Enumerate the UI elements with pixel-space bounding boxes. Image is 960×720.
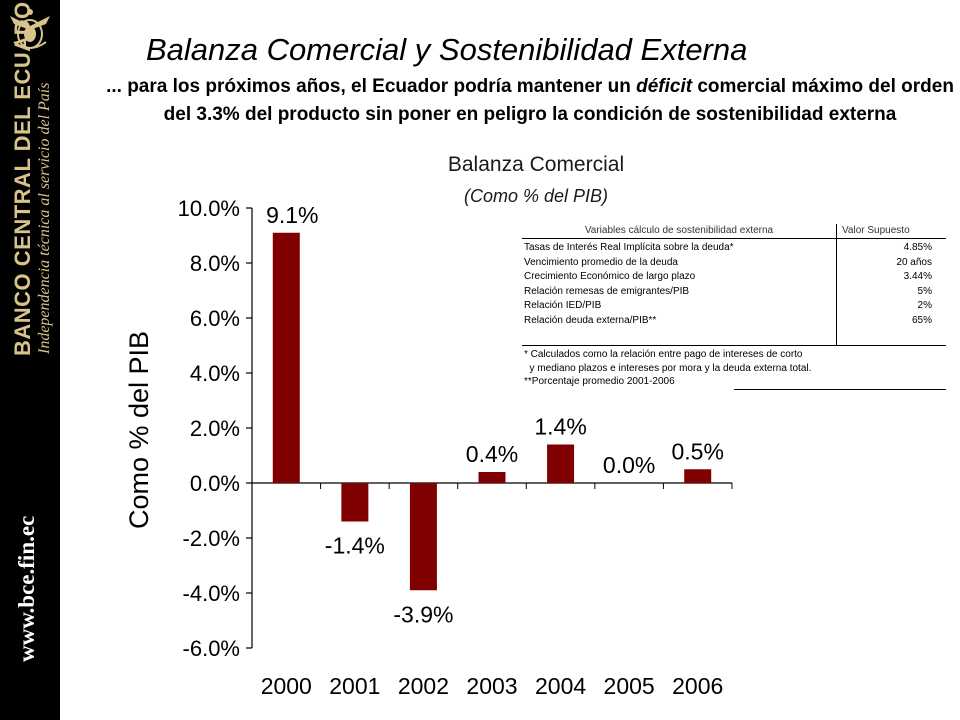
bar-data-label: 0.5%: [671, 438, 723, 464]
table-row: Relación IED/PIB 2%: [524, 299, 944, 314]
x-tick-label: 2002: [398, 673, 449, 699]
y-tick-label: -6.0%: [183, 636, 240, 661]
table-row-label: Relación remesas de emigrantes/PIB: [524, 285, 690, 297]
sidebar: BANCO CENTRAL DEL ECUADOR Independencia …: [0, 0, 60, 720]
subtitle-text-1: ... para los próximos años, el Ecuador p…: [106, 76, 637, 97]
bar-data-label: -1.4%: [325, 533, 385, 559]
table-row-value: 5%: [917, 285, 932, 297]
table-row-label: Tasas de Interés Real Implícita sobre la…: [524, 242, 734, 253]
y-axis-title: Como % del PIB: [124, 331, 154, 529]
table-row: Tasas de Interés Real Implícita sobre la…: [524, 241, 944, 256]
x-tick-label: 2001: [329, 673, 380, 699]
y-tick-label: -2.0%: [183, 526, 240, 551]
table-mid-rule: [522, 345, 946, 346]
y-tick-label: 8.0%: [190, 251, 240, 276]
bar-data-label: 0.0%: [603, 452, 655, 478]
table-header-variable: Variables cálculo de sostenibilidad exte…: [584, 225, 774, 236]
x-tick-label: 2006: [672, 673, 723, 699]
bank-seal-logo: [10, 9, 50, 49]
bar: [478, 472, 506, 483]
slide-subtitle: ... para los próximos años, el Ecuador p…: [100, 73, 960, 129]
y-tick-label: 2.0%: [190, 416, 240, 441]
bar-data-label: 1.4%: [534, 414, 586, 440]
x-tick-label: 2003: [466, 673, 517, 699]
assumptions-table: Variables cálculo de sostenibilidad exte…: [522, 224, 946, 390]
chart-title: Balanza Comercial: [447, 153, 625, 176]
y-tick-label: 6.0%: [190, 306, 240, 331]
bar: [341, 483, 369, 522]
table-bottom-rule: [734, 389, 946, 390]
x-tick-label: 2000: [261, 673, 312, 699]
table-note: * Calculados como la relación entre pago…: [524, 349, 803, 360]
bar-data-label: 9.1%: [266, 202, 318, 228]
table-row-value: 4.85%: [903, 242, 932, 253]
x-tick-label: 2004: [535, 673, 586, 699]
table-note: y mediano plazos e intereses por mora y …: [524, 362, 812, 374]
table-row-label: Crecimiento Económico de largo plazo: [524, 271, 696, 282]
table-row-value: 65%: [911, 314, 932, 326]
table-row: Crecimiento Económico de largo plazo 3.44…: [524, 270, 944, 285]
x-tick-label: 2005: [604, 673, 655, 699]
bar: [272, 232, 300, 483]
table-row-value: 3.44%: [903, 271, 932, 282]
table-top-rule: [522, 238, 946, 239]
subtitle-emphasis: déficit: [636, 76, 693, 97]
bar: [409, 483, 437, 591]
table-note: **Porcentaje promedio 2001-2006: [524, 376, 675, 387]
table-row-label: Relación deuda externa/PIB**: [524, 314, 657, 326]
table-column-divider: [836, 224, 837, 345]
bar-data-label: -3.9%: [393, 601, 453, 627]
chart-subtitle: (Como % del PIB): [463, 186, 609, 206]
y-tick-label: -4.0%: [183, 581, 240, 606]
table-row-value: 2%: [917, 300, 932, 311]
table-row: Relación deuda externa/PIB** 65%: [524, 314, 944, 329]
bar: [684, 469, 712, 483]
y-tick-label: 0.0%: [190, 471, 240, 496]
table-row-label: Relación IED/PIB: [524, 300, 602, 311]
table-row: Vencimiento promedio de la deuda 20 años: [524, 256, 944, 271]
bar: [547, 444, 575, 483]
subtitle-text-2: comercial máximo del orden del 3.3% del …: [163, 76, 954, 125]
table-header-value: Valor Supuesto: [842, 225, 910, 236]
table-notes: * Calculados como la relación entre pago…: [524, 348, 944, 389]
slide-title: Balanza Comercial y Sostenibilidad Exter…: [146, 32, 748, 67]
table-row-value: 20 años: [896, 256, 932, 268]
table-rows: Tasas de Interés Real Implícita sobre la…: [524, 241, 944, 328]
table-row-label: Vencimiento promedio de la deuda: [524, 256, 678, 268]
bar-data-label: 0.4%: [466, 441, 518, 467]
y-tick-label: 10.0%: [178, 196, 240, 221]
y-tick-label: 4.0%: [190, 361, 240, 386]
table-row: Relación remesas de emigrantes/PIB 5%: [524, 285, 944, 300]
